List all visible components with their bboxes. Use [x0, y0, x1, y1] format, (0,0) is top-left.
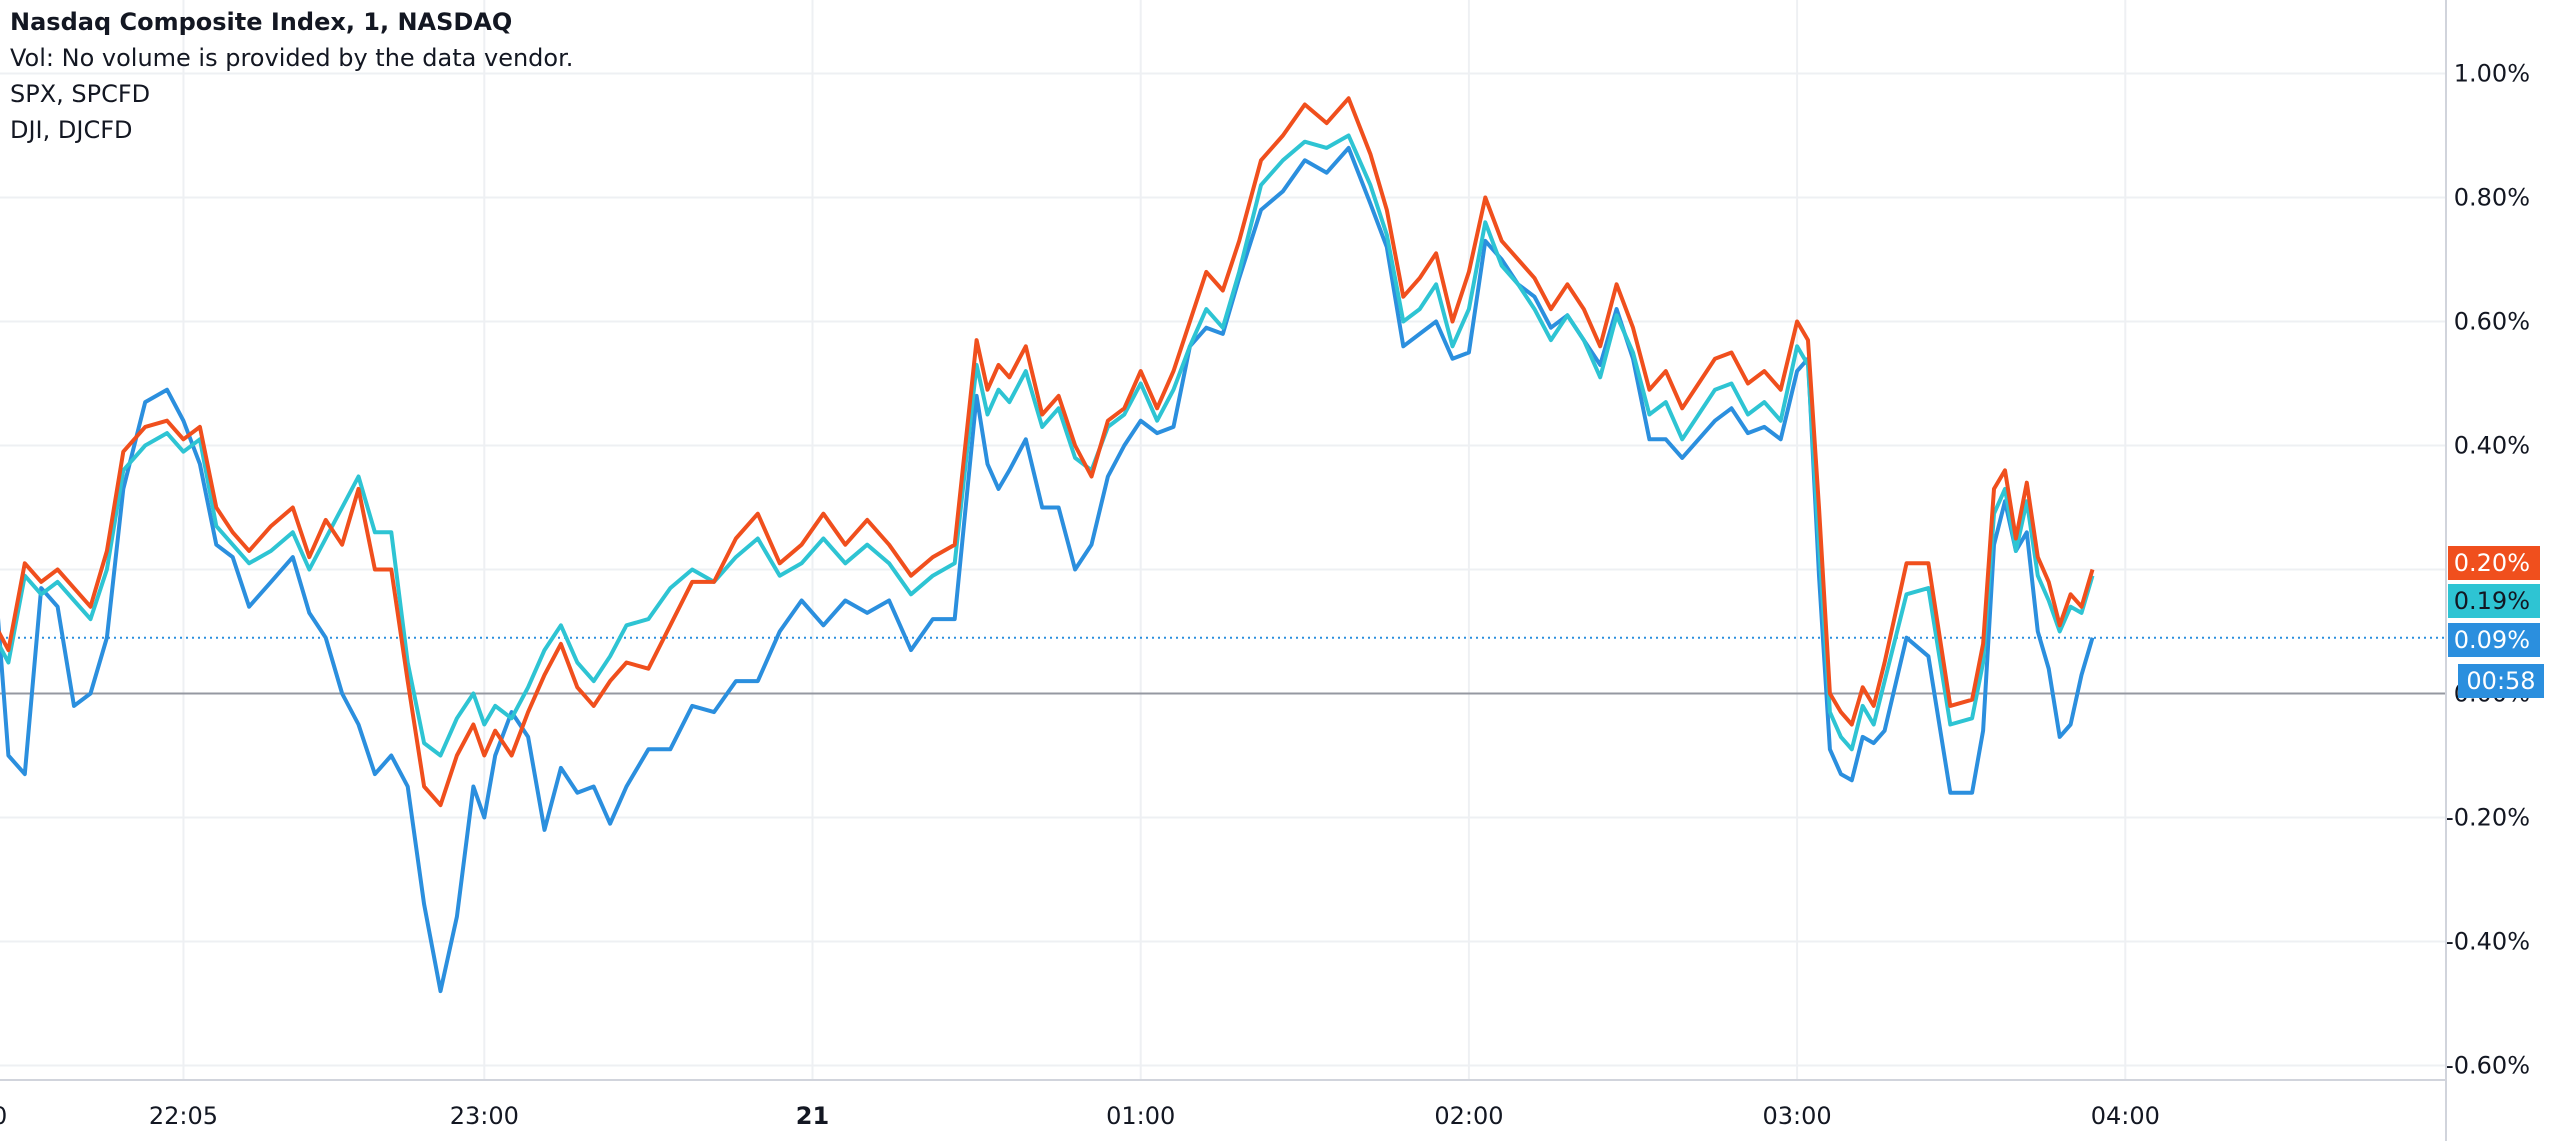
badge-spx-label: 0.19% [2454, 587, 2530, 615]
x-axis: 30 22:05 23:00 21 01:00 02:00 03:00 04:00 [0, 1079, 2446, 1130]
badge-dji-bg [2448, 623, 2540, 657]
series-lines [0, 96, 2095, 994]
badge-dji-label: 0.09% [2454, 626, 2530, 654]
y-tick-label: 0.60% [2454, 308, 2530, 336]
legend-compare-spx[interactable]: SPX, SPCFD [10, 80, 151, 108]
series-line-nasdaq [0, 96, 2095, 808]
y-tick-label: 0.80% [2454, 184, 2530, 212]
legend-main-symbol[interactable]: Nasdaq Composite Index, 1, NASDAQ [10, 8, 513, 36]
x-tick-label: 01:00 [1106, 1102, 1175, 1130]
countdown-badge-bg [2458, 664, 2544, 698]
badge-nasdaq-label: 0.20% [2454, 549, 2530, 577]
x-tick-label: 21 [796, 1102, 829, 1130]
price-badges: 0.20% 0.19% 0.09% 00:58 [2448, 546, 2544, 698]
x-tick-label: 23:00 [450, 1102, 519, 1130]
badge-nasdaq-bg [2448, 546, 2540, 580]
x-tick-label: 22:05 [149, 1102, 218, 1130]
chart-legend: Nasdaq Composite Index, 1, NASDAQ Vol: N… [10, 4, 573, 148]
legend-volume-note: Vol: No volume is provided by the data v… [10, 44, 574, 72]
countdown-badge-label: 00:58 [2466, 667, 2535, 695]
x-tick-label: 30 [0, 1102, 7, 1130]
x-tick-label: 03:00 [1763, 1102, 1832, 1130]
series-line-dji [0, 145, 2095, 994]
x-tick-label: 04:00 [2091, 1102, 2160, 1130]
y-tick-label: -0.20% [2445, 804, 2530, 832]
legend-compare-dji[interactable]: DJI, DJCFD [10, 116, 133, 144]
y-tick-label: 1.00% [2454, 60, 2530, 88]
y-tick-label: 0.40% [2454, 432, 2530, 460]
y-tick-label: -0.60% [2445, 1052, 2530, 1080]
y-tick-label: -0.40% [2445, 928, 2530, 956]
x-tick-label: 02:00 [1434, 1102, 1503, 1130]
badge-spx-bg [2448, 584, 2540, 618]
chart-grid [0, 0, 2446, 1080]
